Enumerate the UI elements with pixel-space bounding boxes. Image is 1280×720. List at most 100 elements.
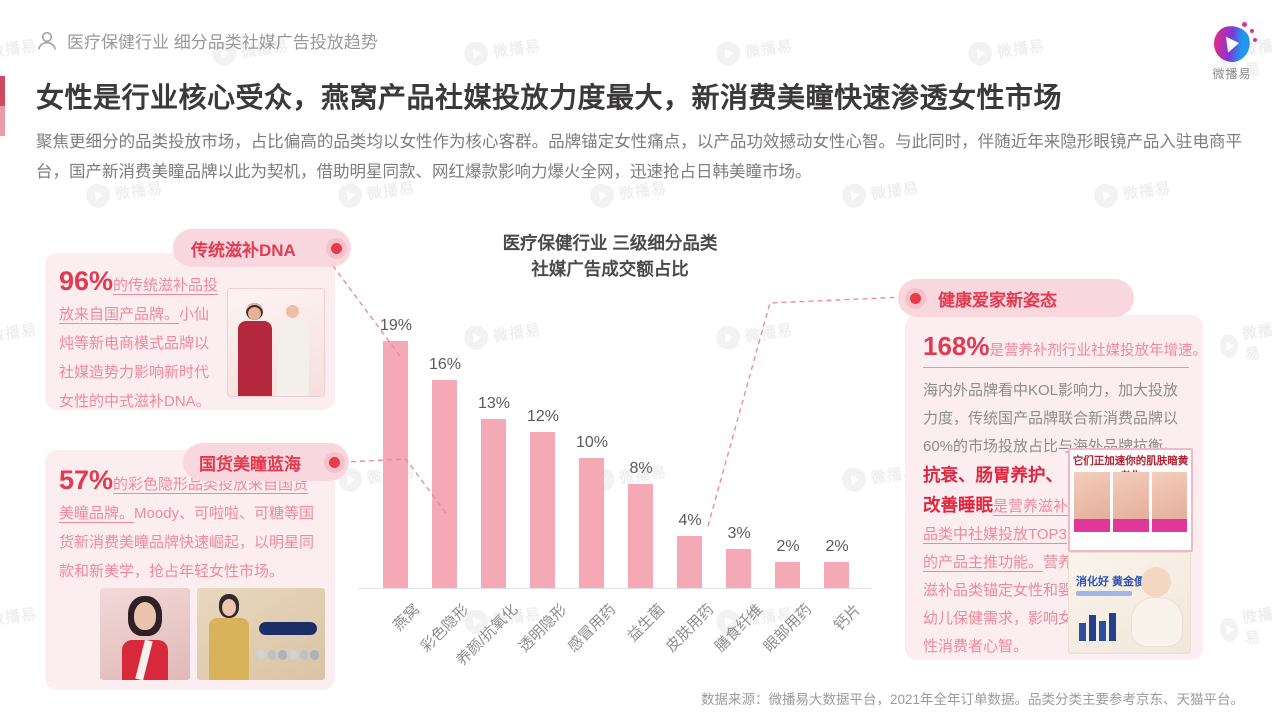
bar-slot: 12%: [527, 328, 559, 588]
bar-slot: 2%: [824, 328, 849, 588]
watermark: 微播易: [1217, 602, 1280, 652]
image-celebrity-red-dress: [100, 588, 190, 680]
bar-value-label: 12%: [526, 408, 560, 425]
chart-title: 医疗保健行业 三级细分品类 社媒广告成交额占比: [420, 230, 800, 282]
data-source-note: 数据来源：微播易大数据平台，2021年全年订单数据。品类分类主要参考京东、天猫平…: [700, 692, 1244, 707]
bar-slot: 4%: [677, 328, 702, 588]
connector-dot: [331, 242, 342, 254]
callout-tag-domestic-lens: 国货美瞳蓝海: [183, 443, 349, 481]
callout-tag-label: 健康爱家新姿态: [938, 290, 1057, 310]
callout-tag-traditional-tonic: 传统滋补DNA: [173, 229, 351, 267]
image-caption: 消化好 黄金便: [1076, 576, 1146, 588]
watermark: 微播易: [1217, 318, 1280, 368]
intro-paragraph: 聚焦更细分的品类投放市场，占比偏高的品类均以女性作为核心客群。品牌锚定女性痛点，…: [36, 133, 1242, 181]
bar-value-label: 19%: [379, 317, 413, 334]
face-photo: [1074, 472, 1110, 532]
bar-眼部用药: [775, 562, 800, 588]
face-tag: [1074, 519, 1110, 532]
callout-tag-health-home: 健康爱家新姿态: [898, 279, 1134, 317]
watermark: 微播易: [0, 605, 38, 629]
callout-tag-label: 国货美瞳蓝海: [199, 454, 301, 474]
callout-card-domestic-lens: 57%的彩色隐形品类投放来自国货美瞳品牌。Moody、可啦啦、可糖等国货新消费美…: [45, 450, 335, 690]
image-skin-aging-ad: 它们正加速你的肌肤暗黄老化: [1068, 448, 1193, 552]
watermark: 微播易: [714, 601, 795, 636]
title-accent-strip-bottom: [0, 106, 5, 136]
watermark: 微播易: [0, 37, 38, 61]
logo-dot: [1253, 38, 1257, 42]
callout-text: 小仙炖等新电商模式品牌以社媒造势力影响新时代女性的中式滋补DNA。: [59, 306, 211, 410]
callout-card-traditional-tonic: 96%的传统滋补品投放来自国产品牌。小仙炖等新电商模式品牌以社媒造势力影响新时代…: [45, 253, 335, 410]
bar-value-label: 3%: [727, 525, 751, 542]
connector-dot: [910, 292, 921, 304]
face-photo: [1152, 472, 1187, 532]
figure-body-white: [277, 320, 309, 396]
callout-underlined-text: 的传统滋补品投放来自国产品牌。: [59, 277, 219, 323]
breadcrumb: 医疗保健行业 细分品类社媒广告投放趋势: [36, 28, 378, 53]
page-title: 女性是行业核心受众，燕窝产品社媒投放力度最大，新消费美瞳快速渗透女性市场: [36, 82, 1063, 113]
logo-dot: [1250, 29, 1254, 33]
bar-益生菌: [628, 484, 653, 588]
figure-face: [248, 307, 261, 320]
title-accent-strip-top: [0, 76, 5, 106]
face-tag: [1113, 519, 1149, 532]
brand-logo-label: 微播易: [1212, 67, 1252, 81]
callout-bold-red-text: 抗衰、肠胃养护、改善睡眠: [923, 465, 1063, 515]
callout-text: Moody、可啦啦、可糖等国货新消费美瞳品牌快速崛起，以明星同款和新美学，抢占年…: [59, 505, 315, 580]
bar-燕窝: [383, 341, 408, 588]
bar-slot: 2%: [775, 328, 800, 588]
play-icon: [1225, 35, 1241, 53]
bar-透明隐形: [530, 432, 555, 588]
bar-value-label: 13%: [477, 395, 511, 412]
watermark: 微播易: [462, 601, 543, 636]
brand-logo: 微播易: [1206, 22, 1258, 82]
connector-dot: [329, 456, 340, 468]
callout-underlined-text: 是营养补剂行业社媒投放年增速。: [989, 343, 1208, 359]
figure-body-red: [238, 321, 272, 396]
baby-body: [1131, 597, 1183, 647]
bar-钙片: [824, 562, 849, 588]
bar-chart-bars: 19% 16% 13% 12% 10% 8% 4% 3% 2% 2%: [380, 317, 849, 588]
bar-slot: 13%: [478, 328, 510, 588]
bar-value-label: 16%: [428, 356, 462, 373]
watermark: 微播易: [714, 33, 795, 68]
figure-face: [222, 599, 236, 616]
bar-value-label: 2%: [776, 538, 800, 555]
callout-underlined-text: 是营养滋补品类中社媒投放TOP3的产品主推功能。: [923, 498, 1069, 571]
callout-card-health-home: 168%是营养补剂行业社媒投放年增速。 海内外品牌看中KOL影响力，加大投放力度…: [905, 315, 1207, 661]
sub-caption-bar: [1076, 591, 1132, 596]
bar-slot: 8%: [628, 328, 653, 588]
lens-row: [257, 650, 320, 662]
bar-slot: 10%: [576, 328, 608, 588]
watermark: 微播易: [966, 33, 1047, 68]
chart-title-line1: 医疗保健行业 三级细分品类: [502, 233, 718, 253]
bar-slot: 19%: [380, 317, 412, 588]
bar-膳食纤维: [726, 549, 751, 588]
callout-tag-label: 传统滋补DNA: [191, 240, 296, 260]
bar-value-label: 2%: [825, 538, 849, 555]
logo-dot: [1242, 22, 1247, 27]
face-tag: [1152, 519, 1187, 532]
face-photo: [1113, 472, 1149, 532]
figure-face: [286, 305, 299, 318]
stat-57: 57%: [59, 465, 114, 495]
watermark: 微播易: [462, 33, 543, 68]
callout-text: 营养滋补品类锚定女性和婴幼儿保健需求，影响女性消费者心智。: [923, 554, 1074, 655]
callout-block2: 抗衰、肠胃养护、改善睡眠是营养滋补品类中社媒投放TOP3的产品主推功能。营养滋补…: [923, 461, 1075, 661]
figure-body-yellow: [209, 618, 249, 680]
brand-logo-icon: [1211, 23, 1253, 65]
mini-bar-chart: [1079, 613, 1116, 641]
bar-皮肤用药: [677, 536, 702, 588]
bar-彩色隐形: [432, 380, 457, 588]
figure-face: [134, 602, 156, 630]
image-lens-product-ad: [197, 588, 325, 680]
baby-head: [1141, 567, 1171, 597]
bar-value-label: 4%: [678, 512, 702, 529]
bar-value-label: 8%: [629, 460, 653, 477]
stat-168: 168%: [923, 331, 990, 361]
stat-96: 96%: [59, 266, 114, 296]
bar-slot: 3%: [726, 328, 751, 588]
chart-title-line2: 社媒广告成交额占比: [531, 259, 689, 279]
x-axis-line: [358, 588, 872, 589]
product-badge: [259, 622, 317, 635]
